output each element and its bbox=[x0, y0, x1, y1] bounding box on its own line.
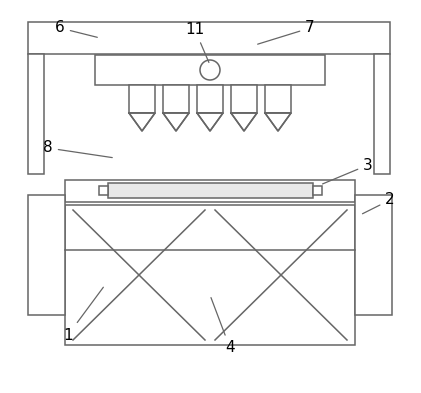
Bar bbox=[197, 85, 223, 113]
Bar bbox=[129, 85, 155, 113]
Circle shape bbox=[200, 60, 220, 80]
Bar bbox=[28, 195, 65, 315]
Polygon shape bbox=[231, 113, 257, 131]
Bar bbox=[163, 85, 189, 113]
Polygon shape bbox=[197, 113, 223, 131]
Polygon shape bbox=[129, 113, 155, 131]
Bar bbox=[355, 195, 392, 315]
Text: 8: 8 bbox=[43, 141, 112, 158]
Bar bbox=[65, 205, 355, 345]
Bar bbox=[108, 183, 313, 198]
Polygon shape bbox=[163, 113, 189, 131]
Bar bbox=[28, 54, 44, 174]
Bar bbox=[265, 85, 291, 113]
Text: 11: 11 bbox=[185, 22, 209, 62]
Bar bbox=[313, 186, 322, 195]
Bar bbox=[95, 55, 325, 85]
Polygon shape bbox=[265, 113, 291, 131]
Bar bbox=[28, 22, 390, 54]
Text: 6: 6 bbox=[55, 20, 97, 37]
Text: 1: 1 bbox=[63, 287, 103, 343]
Bar bbox=[374, 54, 390, 174]
Text: 3: 3 bbox=[322, 158, 373, 184]
Bar bbox=[65, 180, 355, 202]
Text: 2: 2 bbox=[362, 193, 395, 214]
Bar bbox=[99, 186, 108, 195]
Bar bbox=[231, 85, 257, 113]
Text: 7: 7 bbox=[258, 20, 315, 44]
Text: 4: 4 bbox=[211, 298, 235, 356]
